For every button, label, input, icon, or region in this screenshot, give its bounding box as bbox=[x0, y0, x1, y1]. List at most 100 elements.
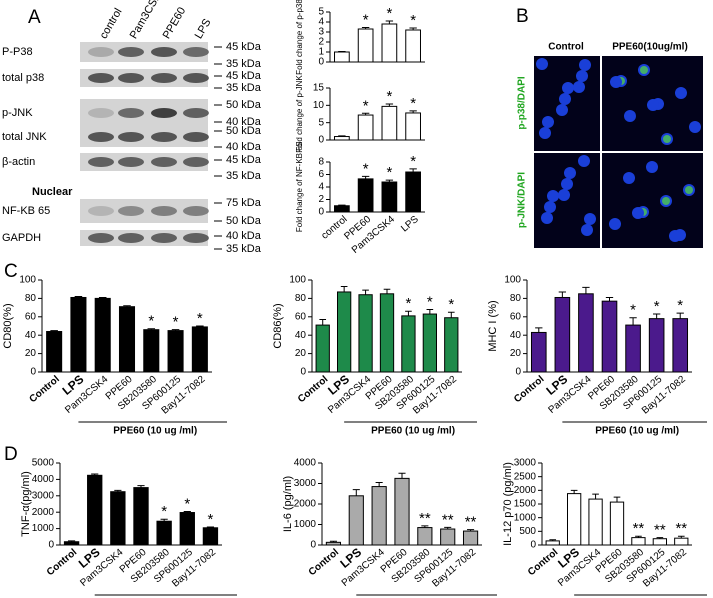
bar bbox=[334, 136, 350, 141]
bar bbox=[401, 315, 416, 373]
bar bbox=[357, 28, 374, 63]
y-tick-label: 2 bbox=[318, 194, 324, 205]
blot-band bbox=[118, 157, 144, 167]
blot-band bbox=[88, 108, 114, 118]
y-tick-label: 100 bbox=[19, 275, 36, 286]
cell bbox=[561, 178, 573, 190]
blot-band bbox=[118, 233, 144, 243]
cell bbox=[624, 110, 636, 122]
blot-band bbox=[183, 73, 209, 83]
blot-band bbox=[151, 47, 177, 57]
y-tick-label: 4 bbox=[318, 182, 324, 193]
significance-mark: * bbox=[363, 97, 369, 114]
bar bbox=[462, 530, 479, 546]
y-tick-label: 8 bbox=[318, 157, 324, 168]
error-bar bbox=[383, 288, 391, 294]
error-bar bbox=[592, 493, 599, 500]
blot-row-label: β-actin bbox=[2, 156, 35, 168]
significance-mark: * bbox=[386, 164, 392, 181]
y-tick-label: 80 bbox=[510, 293, 522, 304]
y-axis-label: Fold change of p-p38 bbox=[295, 0, 304, 75]
error-bar bbox=[171, 329, 180, 331]
y-tick-label: 0 bbox=[515, 367, 521, 378]
error-bar bbox=[405, 310, 412, 316]
error-bar bbox=[385, 103, 394, 107]
error-bar bbox=[535, 327, 543, 333]
cell bbox=[609, 218, 621, 230]
y-tick-label: 100 bbox=[289, 275, 306, 286]
error-bar bbox=[361, 175, 370, 179]
bar bbox=[422, 313, 438, 373]
bar bbox=[601, 300, 618, 373]
error-bar bbox=[67, 540, 76, 542]
y-tick-label: 4000 bbox=[294, 458, 317, 469]
y-tick-label: 5000 bbox=[32, 458, 55, 469]
marker-label: 35 kDa bbox=[226, 82, 262, 94]
y-tick-label: 80 bbox=[295, 293, 307, 304]
error-bar bbox=[582, 286, 590, 294]
y-tick-label: 2500 bbox=[514, 471, 537, 482]
error-bar bbox=[114, 489, 122, 492]
y-tick-label: 4 bbox=[318, 17, 324, 28]
y-axis-label: CD86(%) bbox=[272, 303, 284, 348]
blot-strip bbox=[80, 199, 208, 223]
significance-mark: * bbox=[363, 160, 369, 177]
error-bar bbox=[329, 540, 337, 543]
bar bbox=[156, 520, 172, 546]
bar bbox=[652, 538, 668, 546]
bar bbox=[143, 329, 160, 373]
error-bar bbox=[656, 537, 664, 539]
error-bar bbox=[319, 319, 327, 326]
marker-label: 35 kDa bbox=[226, 170, 262, 182]
error-bar bbox=[605, 296, 614, 302]
blot-band bbox=[88, 157, 114, 167]
blot-band bbox=[118, 206, 144, 216]
bar bbox=[379, 293, 395, 373]
y-tick-label: 1000 bbox=[514, 512, 537, 523]
error-bar bbox=[375, 481, 383, 487]
bar bbox=[118, 306, 136, 373]
bar bbox=[674, 537, 689, 546]
error-bar bbox=[91, 473, 99, 476]
cell bbox=[669, 230, 681, 242]
cell bbox=[544, 201, 556, 213]
error-bar bbox=[183, 511, 191, 513]
error-bar bbox=[467, 529, 475, 532]
panel-letter: D bbox=[4, 444, 18, 465]
error-bar bbox=[74, 296, 83, 298]
y-tick-label: 20 bbox=[25, 348, 37, 359]
significance-mark: ** bbox=[419, 510, 431, 527]
error-bar bbox=[613, 496, 621, 503]
cell bbox=[610, 76, 622, 88]
bar bbox=[405, 112, 421, 141]
y-axis-label: IL-12 p70 (pg/ml) bbox=[502, 462, 514, 546]
stain bbox=[662, 197, 670, 205]
blot-band bbox=[88, 132, 114, 142]
blot-band bbox=[183, 206, 209, 216]
lane-label: control bbox=[98, 6, 125, 41]
y-tick-label: 60 bbox=[510, 311, 522, 322]
bar bbox=[381, 181, 398, 213]
blot-band bbox=[88, 73, 114, 83]
error-bar bbox=[340, 285, 348, 292]
bar bbox=[334, 205, 350, 213]
error-bar bbox=[123, 305, 131, 307]
bar bbox=[625, 324, 641, 373]
y-tick-label: 5 bbox=[318, 7, 324, 18]
bar bbox=[87, 474, 103, 546]
significance-mark: * bbox=[677, 297, 683, 314]
blot-band bbox=[151, 73, 177, 83]
x-tick-label: LPS bbox=[399, 214, 421, 235]
significance-mark: * bbox=[410, 95, 416, 112]
bar bbox=[672, 318, 689, 373]
significance-mark: ** bbox=[633, 520, 645, 537]
error-bar bbox=[635, 535, 642, 538]
cell bbox=[581, 224, 593, 236]
y-axis-label: TNF-α(pg/ml) bbox=[20, 471, 32, 537]
error-bar bbox=[409, 27, 417, 30]
error-bar bbox=[338, 204, 346, 206]
stain bbox=[685, 186, 693, 194]
y-axis-label: IL-6 (pg/ml) bbox=[282, 476, 294, 532]
x-tick-label: Control bbox=[512, 374, 546, 405]
y-tick-label: 40 bbox=[295, 330, 307, 341]
